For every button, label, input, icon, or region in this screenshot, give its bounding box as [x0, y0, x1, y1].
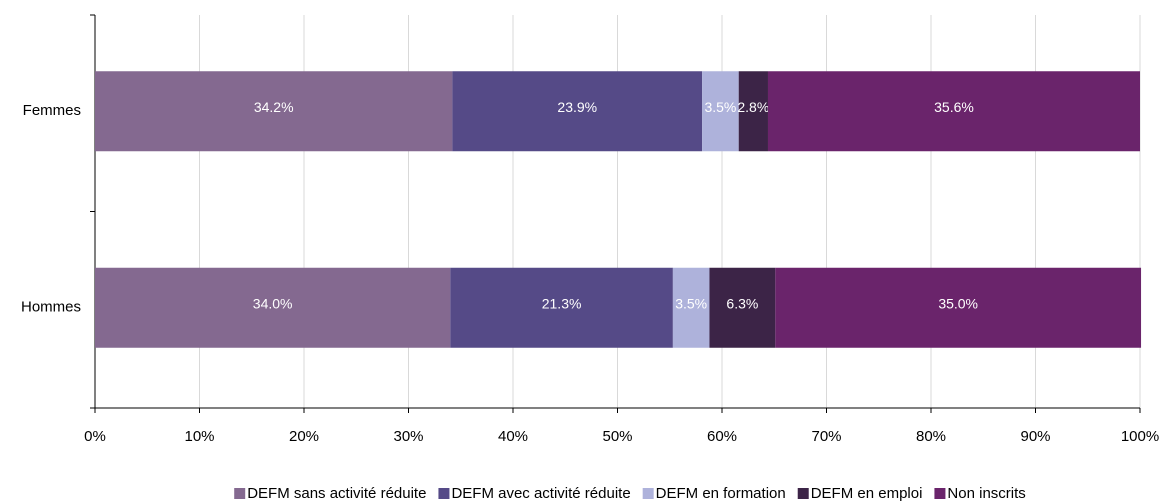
- bar-segment: [672, 267, 710, 348]
- legend-swatch: [797, 488, 809, 499]
- value-label: 21.3%: [542, 295, 582, 311]
- legend-swatch: [438, 488, 450, 499]
- legend-label: DEFM sans activité réduite: [247, 485, 426, 502]
- bar-segment: [95, 71, 453, 152]
- x-tick-label: 40%: [498, 428, 528, 445]
- legend-label: DEFM en emploi: [811, 485, 923, 502]
- x-tick-label: 50%: [602, 428, 632, 445]
- bar-segment: [775, 267, 1142, 348]
- x-tick-label: 60%: [707, 428, 737, 445]
- x-tick-label: 20%: [289, 428, 319, 445]
- value-label: 6.3%: [726, 295, 758, 311]
- value-label: 3.5%: [675, 295, 707, 311]
- legend-label: DEFM avec activité réduite: [451, 485, 630, 502]
- value-label: 2.8%: [737, 99, 769, 115]
- legend-label: DEFM en formation: [656, 485, 786, 502]
- x-tick-label: 90%: [1020, 428, 1050, 445]
- value-label: 35.0%: [938, 295, 978, 311]
- x-tick-label: 30%: [393, 428, 423, 445]
- x-tick-label: 0%: [84, 428, 106, 445]
- bar-segment: [452, 71, 703, 152]
- legend-label: Non inscrits: [947, 485, 1025, 502]
- x-tick-label: 10%: [184, 428, 214, 445]
- legend-swatch: [934, 488, 946, 499]
- x-tick-label: 100%: [1121, 428, 1159, 445]
- bar-segment: [450, 267, 673, 348]
- value-label: 34.2%: [254, 99, 294, 115]
- y-tick-label: Femmes: [23, 102, 81, 119]
- value-label: 35.6%: [934, 99, 974, 115]
- value-label: 3.5%: [704, 99, 736, 115]
- bar-segment: [95, 267, 451, 348]
- value-label: 34.0%: [253, 295, 293, 311]
- bar-segment: [709, 267, 776, 348]
- legend-swatch: [642, 488, 654, 499]
- legend-swatch: [234, 488, 246, 499]
- bar-segment: [767, 71, 1140, 152]
- bar-segment: [738, 71, 768, 152]
- value-label: 23.9%: [557, 99, 597, 115]
- x-tick-label: 70%: [811, 428, 841, 445]
- x-tick-label: 80%: [916, 428, 946, 445]
- y-tick-label: Hommes: [21, 299, 81, 316]
- bar-segment: [702, 71, 739, 152]
